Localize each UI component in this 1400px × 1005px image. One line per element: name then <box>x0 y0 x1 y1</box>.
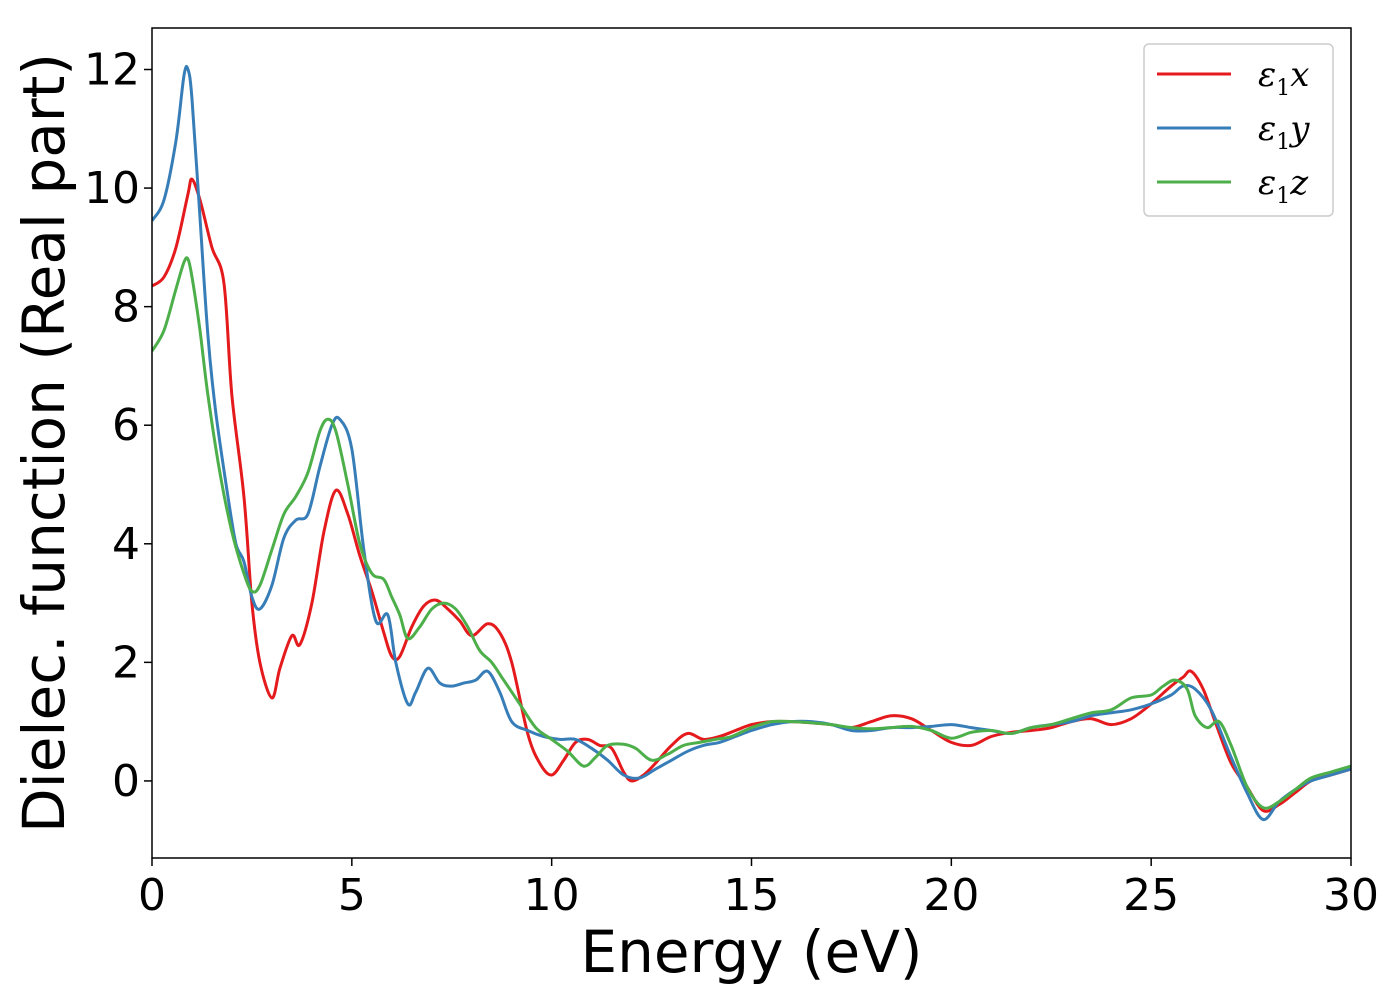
legend-box <box>1143 43 1334 217</box>
legend-label-x: ε1x <box>1258 55 1309 101</box>
y-tick-label: 12 <box>84 45 140 96</box>
legend-subscript: 1 <box>1276 130 1290 155</box>
x-tick-label: 25 <box>1123 870 1179 921</box>
x-tick-label: 5 <box>338 870 366 921</box>
legend-symbol: ε <box>1258 163 1276 203</box>
x-tick-label: 20 <box>923 870 979 921</box>
y-axis: 0 2 4 6 8 10 12 <box>84 45 152 807</box>
y-tick-label: 2 <box>112 637 140 688</box>
legend-subscript: 1 <box>1276 184 1290 209</box>
y-tick-label: 0 <box>112 756 140 807</box>
x-tick-label: 10 <box>524 870 580 921</box>
legend-variable: z <box>1289 163 1309 203</box>
y-tick-label: 8 <box>112 282 140 333</box>
y-tick-label: 4 <box>112 519 140 570</box>
series-line-x <box>152 177 1351 813</box>
legend-variable: y <box>1288 109 1310 149</box>
y-tick-label: 10 <box>84 163 140 214</box>
legend-subscript: 1 <box>1276 76 1290 101</box>
legend-label-y: ε1y <box>1258 109 1310 155</box>
x-tick-label: 30 <box>1323 870 1379 921</box>
legend-variable: x <box>1290 55 1309 95</box>
legend-label-z: ε1z <box>1258 163 1309 209</box>
x-axis: 0 5 10 15 20 25 30 <box>138 858 1379 921</box>
y-axis-title: Dielec. function (Real part) <box>10 53 78 833</box>
x-tick-label: 0 <box>138 870 166 921</box>
legend-symbol: ε <box>1258 109 1276 149</box>
x-tick-label: 15 <box>724 870 780 921</box>
series-line-z <box>152 256 1351 810</box>
series-layer <box>152 64 1351 821</box>
y-tick-label: 6 <box>112 400 140 451</box>
legend-symbol: ε <box>1258 55 1276 95</box>
series-line-y <box>152 64 1351 821</box>
x-axis-title: Energy (eV) <box>580 918 922 986</box>
